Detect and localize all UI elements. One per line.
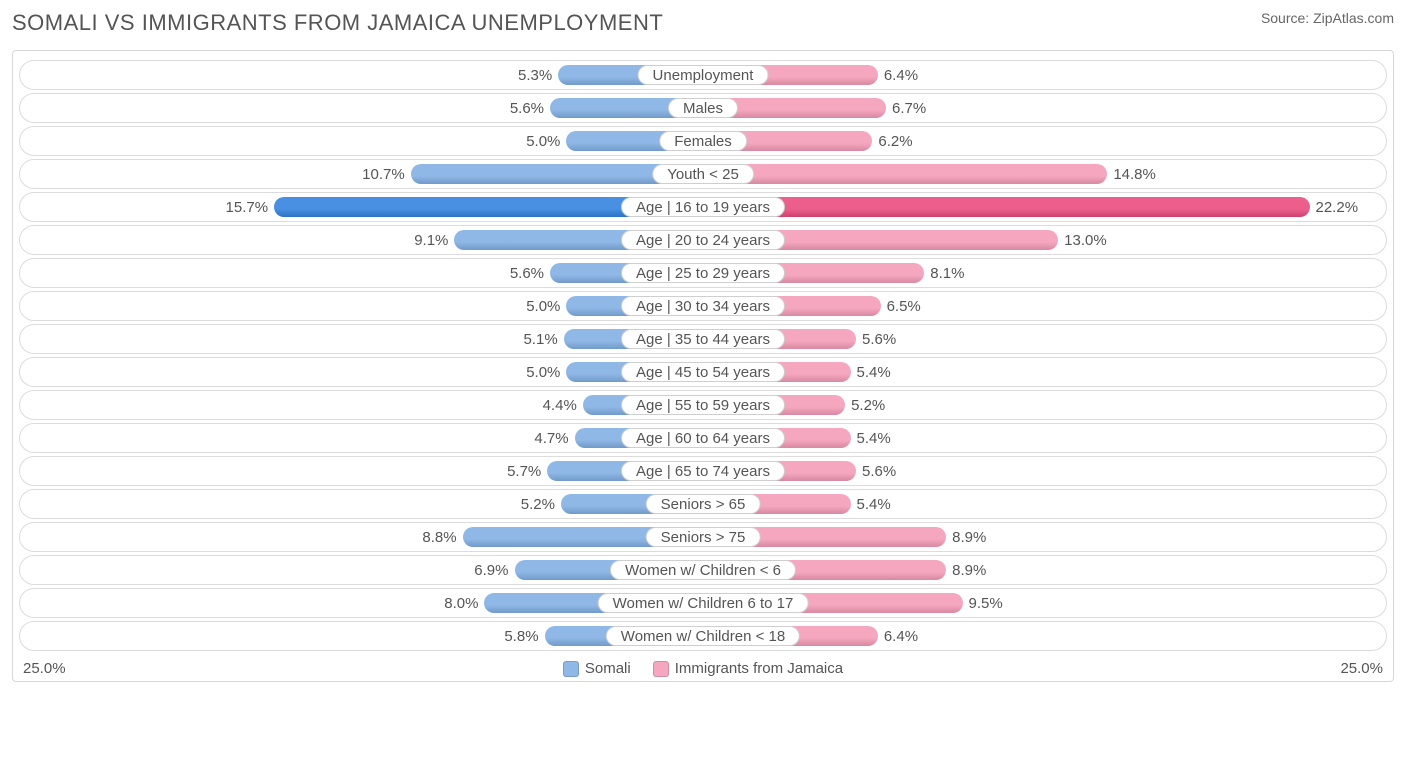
chart-row: 15.7% 22.2% Age | 16 to 19 years — [19, 192, 1387, 222]
legend-label-left: Somali — [585, 660, 631, 677]
source-attribution: Source: ZipAtlas.com — [1261, 10, 1394, 26]
value-right: 8.1% — [924, 259, 964, 287]
value-right: 6.5% — [881, 292, 921, 320]
category-label: Women w/ Children 6 to 17 — [598, 593, 809, 613]
axis-max-left: 25.0% — [23, 660, 66, 677]
category-label: Age | 35 to 44 years — [621, 329, 785, 349]
value-left: 4.4% — [543, 391, 583, 419]
value-right: 5.4% — [851, 358, 891, 386]
legend-item-right: Immigrants from Jamaica — [653, 660, 843, 677]
category-label: Age | 25 to 29 years — [621, 263, 785, 283]
value-right: 8.9% — [946, 556, 986, 584]
bar-right — [703, 197, 1310, 217]
category-label: Seniors > 65 — [646, 494, 761, 514]
category-label: Females — [659, 131, 747, 151]
chart-row: 5.6% 8.1% Age | 25 to 29 years — [19, 258, 1387, 288]
value-right: 6.4% — [878, 622, 918, 650]
chart-row: 5.0% 6.2% Females — [19, 126, 1387, 156]
chart-row: 4.4% 5.2% Age | 55 to 59 years — [19, 390, 1387, 420]
value-left: 4.7% — [534, 424, 574, 452]
category-label: Women w/ Children < 18 — [606, 626, 800, 646]
legend-label-right: Immigrants from Jamaica — [675, 660, 843, 677]
value-left: 5.0% — [526, 292, 566, 320]
axis-max-right: 25.0% — [1340, 660, 1383, 677]
value-right: 5.2% — [845, 391, 885, 419]
legend-item-left: Somali — [563, 660, 631, 677]
bar-right — [703, 164, 1107, 184]
category-label: Age | 60 to 64 years — [621, 428, 785, 448]
category-label: Women w/ Children < 6 — [610, 560, 796, 580]
chart-row: 8.0% 9.5% Women w/ Children 6 to 17 — [19, 588, 1387, 618]
value-right: 6.4% — [878, 61, 918, 89]
chart-rows: 5.3% 6.4% Unemployment 5.6% 6.7% Males 5.0% 6.2… — [13, 60, 1393, 651]
value-left: 6.9% — [474, 556, 514, 584]
legend-swatch-right — [653, 661, 669, 677]
value-left: 5.8% — [504, 622, 544, 650]
value-left: 9.1% — [414, 226, 454, 254]
value-left: 5.7% — [507, 457, 547, 485]
chart-container: 5.3% 6.4% Unemployment 5.6% 6.7% Males 5.0% 6.2… — [12, 50, 1394, 682]
chart-row: 5.8% 6.4% Women w/ Children < 18 — [19, 621, 1387, 651]
value-right: 5.4% — [851, 424, 891, 452]
value-left: 15.7% — [226, 193, 275, 221]
category-label: Age | 45 to 54 years — [621, 362, 785, 382]
chart-row: 5.1% 5.6% Age | 35 to 44 years — [19, 324, 1387, 354]
category-label: Seniors > 75 — [646, 527, 761, 547]
chart-row: 5.3% 6.4% Unemployment — [19, 60, 1387, 90]
chart-title: SOMALI VS IMMIGRANTS FROM JAMAICA UNEMPL… — [12, 10, 663, 36]
value-left: 5.0% — [526, 127, 566, 155]
category-label: Males — [668, 98, 738, 118]
value-left: 5.3% — [518, 61, 558, 89]
value-right: 14.8% — [1107, 160, 1156, 188]
value-right: 5.6% — [856, 457, 896, 485]
value-left: 5.0% — [526, 358, 566, 386]
category-label: Age | 30 to 34 years — [621, 296, 785, 316]
category-label: Age | 16 to 19 years — [621, 197, 785, 217]
chart-row: 9.1% 13.0% Age | 20 to 24 years — [19, 225, 1387, 255]
value-right: 9.5% — [963, 589, 1003, 617]
value-left: 5.1% — [523, 325, 563, 353]
value-left: 5.2% — [521, 490, 561, 518]
chart-row: 6.9% 8.9% Women w/ Children < 6 — [19, 555, 1387, 585]
value-right: 22.2% — [1310, 193, 1359, 221]
value-right: 5.4% — [851, 490, 891, 518]
chart-row: 5.2% 5.4% Seniors > 65 — [19, 489, 1387, 519]
chart-row: 8.8% 8.9% Seniors > 75 — [19, 522, 1387, 552]
value-right: 6.7% — [886, 94, 926, 122]
value-right: 6.2% — [872, 127, 912, 155]
category-label: Youth < 25 — [652, 164, 754, 184]
chart-row: 5.7% 5.6% Age | 65 to 74 years — [19, 456, 1387, 486]
chart-row: 5.0% 6.5% Age | 30 to 34 years — [19, 291, 1387, 321]
value-left: 10.7% — [362, 160, 411, 188]
category-label: Age | 20 to 24 years — [621, 230, 785, 250]
legend: Somali Immigrants from Jamaica — [563, 660, 843, 677]
value-left: 8.8% — [422, 523, 462, 551]
category-label: Age | 55 to 59 years — [621, 395, 785, 415]
chart-row: 5.0% 5.4% Age | 45 to 54 years — [19, 357, 1387, 387]
chart-footer: 25.0% Somali Immigrants from Jamaica 25.… — [13, 654, 1393, 681]
chart-row: 4.7% 5.4% Age | 60 to 64 years — [19, 423, 1387, 453]
category-label: Unemployment — [638, 65, 769, 85]
value-left: 8.0% — [444, 589, 484, 617]
value-right: 5.6% — [856, 325, 896, 353]
legend-swatch-left — [563, 661, 579, 677]
chart-row: 10.7% 14.8% Youth < 25 — [19, 159, 1387, 189]
value-left: 5.6% — [510, 259, 550, 287]
category-label: Age | 65 to 74 years — [621, 461, 785, 481]
value-right: 8.9% — [946, 523, 986, 551]
chart-row: 5.6% 6.7% Males — [19, 93, 1387, 123]
value-right: 13.0% — [1058, 226, 1107, 254]
value-left: 5.6% — [510, 94, 550, 122]
